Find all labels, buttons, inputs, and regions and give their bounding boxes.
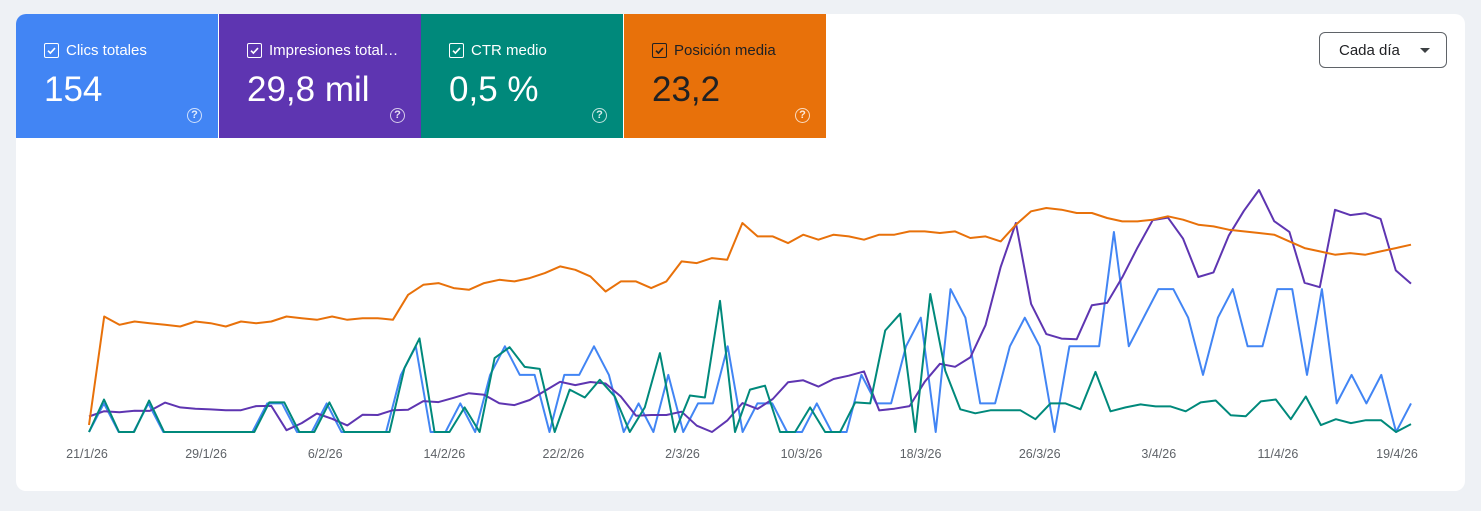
metric-value: 154 [44, 70, 103, 109]
x-tick-label: 2/3/26 [665, 447, 700, 461]
x-tick-label: 29/1/26 [185, 447, 227, 461]
checkbox-checked-icon[interactable] [449, 42, 464, 58]
checkbox-checked-icon[interactable] [44, 42, 59, 58]
checkbox-checked-icon[interactable] [652, 42, 667, 58]
metric-label: Posición media [674, 41, 776, 59]
series-line-clicks [88, 231, 1412, 433]
performance-chart: 21/1/26 29/1/26 6/2/26 14/2/26 22/2/26 2/3/26… [66, 189, 1418, 461]
metric-card-ctr[interactable]: CTR medio 0,5 % ? [421, 14, 623, 138]
help-circle-icon[interactable]: ? [390, 108, 405, 123]
x-tick-label: 19/4/26 [1376, 447, 1418, 461]
help-circle-icon[interactable]: ? [187, 108, 202, 123]
metric-card-clicks[interactable]: Clics totales 154 ? [16, 14, 218, 138]
x-tick-label: 6/2/26 [308, 447, 343, 461]
metric-label: Impresiones total… [269, 41, 399, 59]
x-tick-label: 10/3/26 [781, 447, 823, 461]
series-line-position [88, 207, 1412, 426]
metric-card-position[interactable]: Posición media 23,2 ? [624, 14, 826, 138]
x-tick-label: 22/2/26 [543, 447, 585, 461]
metric-card-impressions[interactable]: Impresiones total… 29,8 mil ? [219, 14, 421, 138]
x-tick-label: 11/4/26 [1258, 447, 1299, 461]
series-line-impressions [88, 189, 1412, 433]
caret-down-icon [1420, 48, 1430, 53]
x-tick-label: 21/1/26 [66, 447, 108, 461]
performance-card: 21/1/26 29/1/26 6/2/26 14/2/26 22/2/26 2/3/26… [16, 14, 1465, 491]
series-line-ctr [88, 293, 1412, 433]
help-circle-icon[interactable]: ? [592, 108, 607, 123]
metric-label: Clics totales [66, 41, 147, 59]
x-tick-label: 18/3/26 [900, 447, 942, 461]
x-tick-label: 14/2/26 [423, 447, 465, 461]
checkbox-checked-icon[interactable] [247, 42, 262, 58]
period-select-label: Cada día [1339, 41, 1400, 59]
metric-value: 0,5 % [449, 70, 539, 109]
help-circle-icon[interactable]: ? [795, 108, 810, 123]
period-select[interactable]: Cada día [1319, 32, 1447, 68]
x-tick-label: 26/3/26 [1019, 447, 1061, 461]
metric-label: CTR medio [471, 41, 547, 59]
metric-value: 23,2 [652, 70, 721, 109]
metric-value: 29,8 mil [247, 70, 370, 109]
x-tick-label: 3/4/26 [1141, 447, 1176, 461]
